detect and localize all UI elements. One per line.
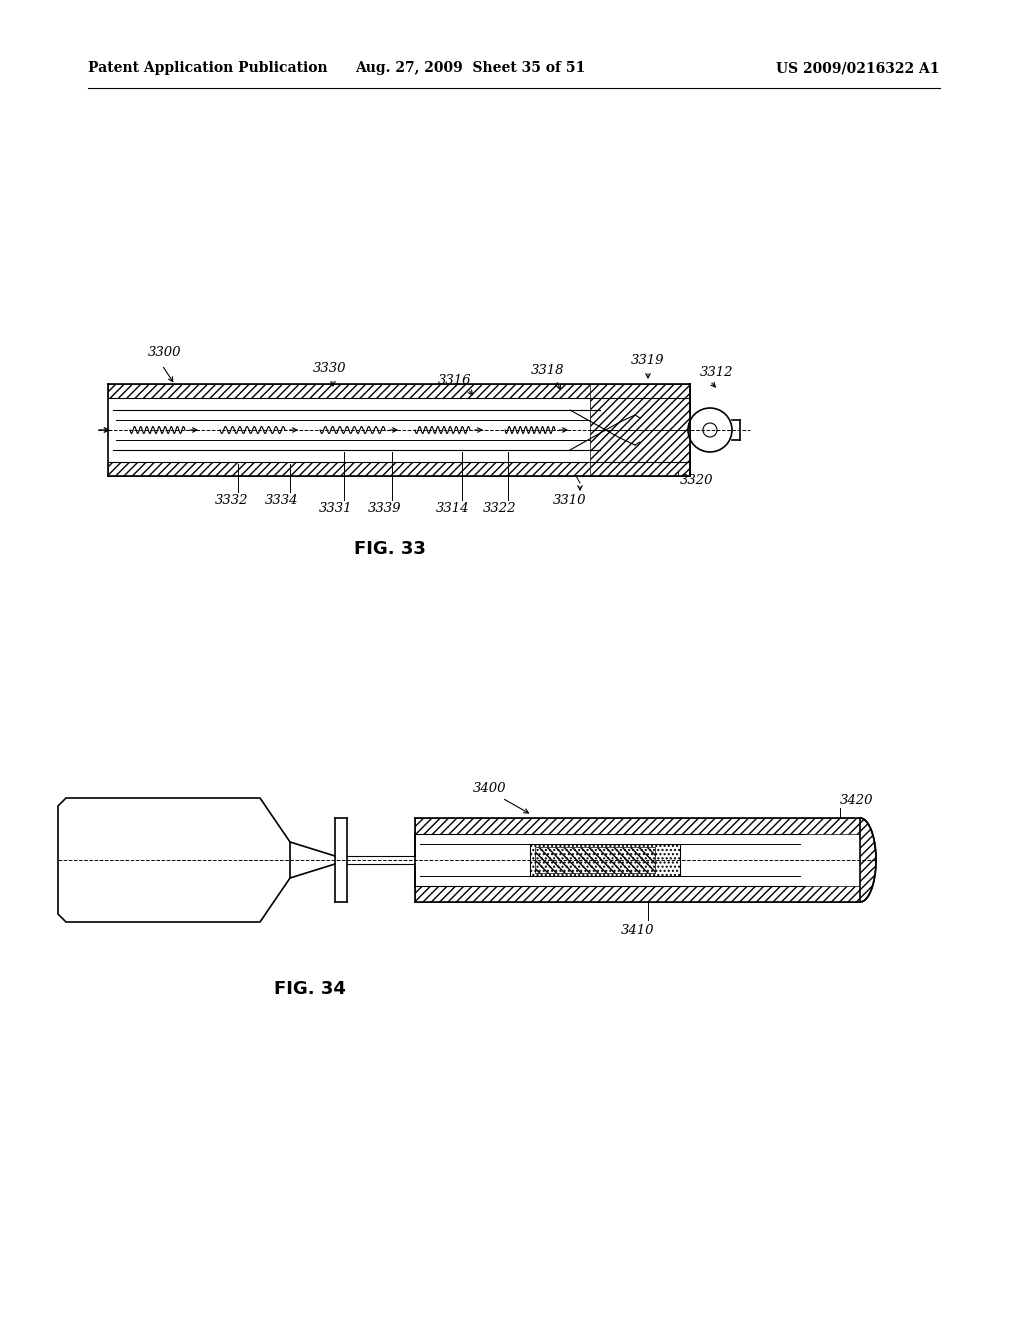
Text: 3339: 3339	[369, 502, 401, 515]
Text: US 2009/0216322 A1: US 2009/0216322 A1	[776, 61, 940, 75]
Text: 3322: 3322	[483, 502, 517, 515]
Text: Aug. 27, 2009  Sheet 35 of 51: Aug. 27, 2009 Sheet 35 of 51	[355, 61, 585, 75]
Text: 3330: 3330	[313, 362, 347, 375]
Bar	[108, 384, 690, 399]
Text: 3300: 3300	[148, 346, 181, 359]
Bar	[108, 462, 690, 477]
Bar	[535, 847, 655, 873]
Bar	[590, 430, 690, 477]
Bar	[415, 886, 860, 902]
Text: 3410: 3410	[622, 924, 654, 936]
Polygon shape	[860, 818, 876, 902]
Text: 3320: 3320	[680, 474, 714, 487]
Text: 3318: 3318	[531, 363, 565, 376]
Text: 3310: 3310	[553, 494, 587, 507]
Text: 3316: 3316	[438, 374, 472, 387]
Text: FIG. 33: FIG. 33	[354, 540, 426, 558]
Text: 3312: 3312	[700, 366, 733, 379]
Text: Patent Application Publication: Patent Application Publication	[88, 61, 328, 75]
Text: 3332: 3332	[215, 494, 249, 507]
Text: 3319: 3319	[631, 354, 665, 367]
Text: 3400: 3400	[473, 781, 507, 795]
Bar	[590, 384, 690, 430]
Text: 3420: 3420	[840, 793, 873, 807]
Text: FIG. 34: FIG. 34	[274, 979, 346, 998]
Bar	[415, 818, 860, 834]
Text: 3334: 3334	[265, 494, 299, 507]
Bar	[530, 843, 680, 876]
Text: 3331: 3331	[319, 502, 352, 515]
Text: 3314: 3314	[436, 502, 470, 515]
